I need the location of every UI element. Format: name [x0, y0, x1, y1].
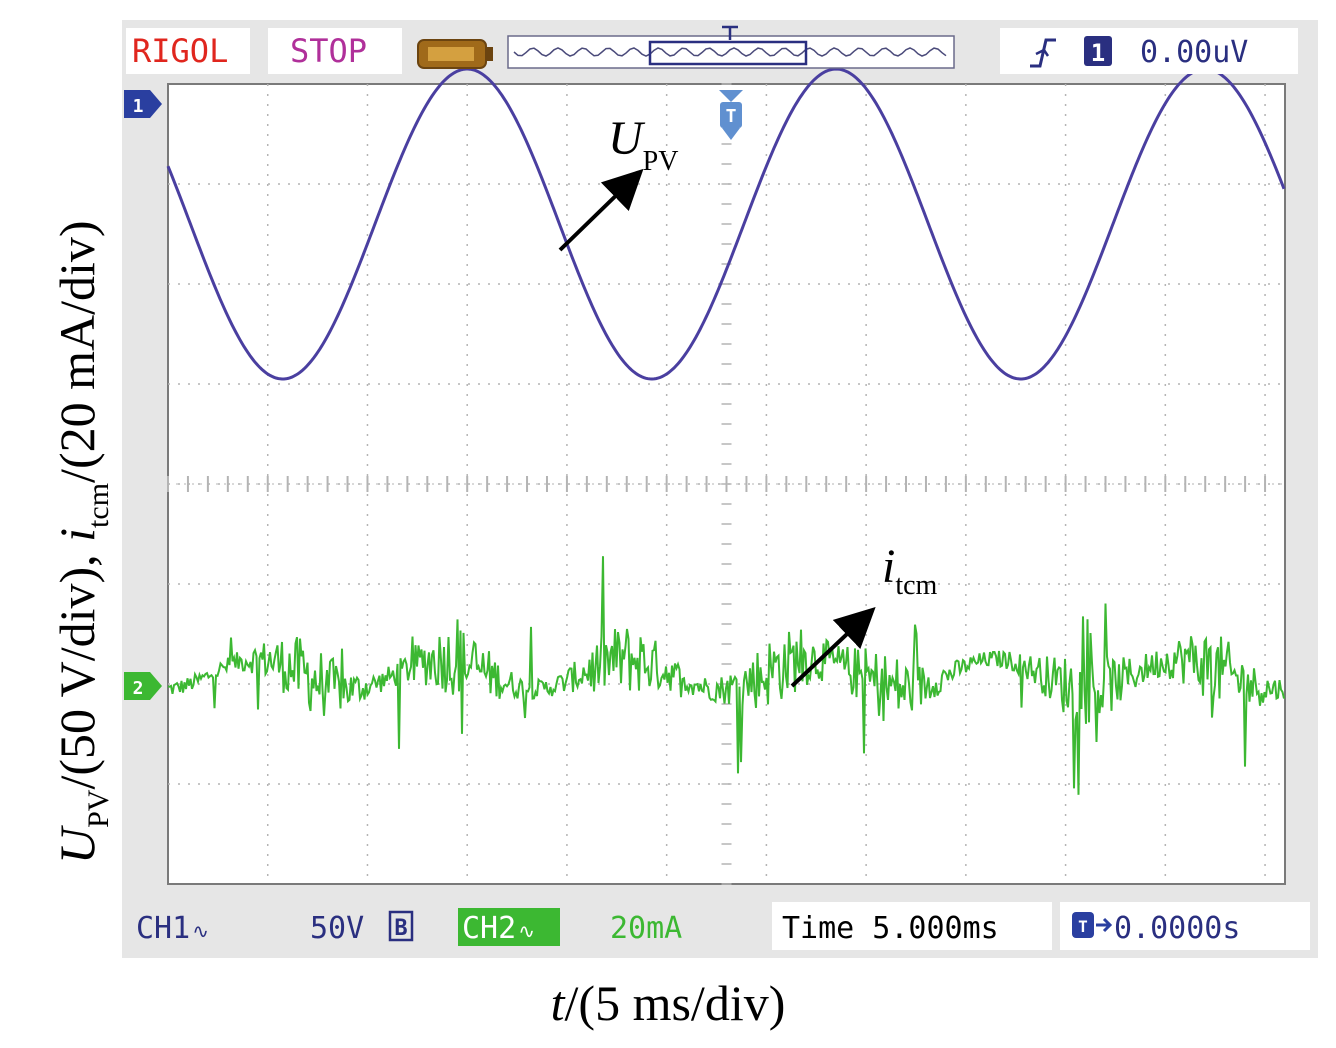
- memory-depth-bar: [507, 25, 955, 69]
- trigger-channel-number: 1: [1091, 39, 1105, 67]
- ch2-label-badge: [458, 908, 560, 946]
- bandwidth-limit-symbol: B: [394, 916, 407, 941]
- ch1-label: CH1 ∿: [136, 911, 209, 946]
- trigger-offset-icon: T: [1072, 912, 1113, 938]
- timebase-box: [772, 902, 1052, 950]
- trigger-info-box: [1000, 28, 1298, 74]
- trigger-marker-label: T: [726, 106, 737, 127]
- x-axis-label: t/(5 ms/div): [551, 975, 786, 1031]
- ch2-scale: 20mA: [610, 911, 682, 946]
- ch1-marker-label: 1: [133, 96, 144, 117]
- itcm-annotation: itcm: [882, 540, 938, 601]
- waveform-itcm: [167, 556, 1285, 795]
- ch2-level-marker: 2: [124, 672, 162, 700]
- itcm-arrow: [790, 607, 876, 688]
- ch2-status: CH2 ∿ 20mA: [458, 908, 682, 946]
- battery-icon: [417, 39, 493, 69]
- run-state-box: [268, 28, 402, 74]
- upv-arrow: [558, 168, 644, 252]
- scope-grid: [167, 83, 1285, 885]
- ch1-status: CH1 ∿ 50V B: [136, 910, 414, 946]
- trigger-offset-readout: 0.0000s: [1114, 911, 1240, 946]
- brand-box: [126, 28, 250, 74]
- y-axis-label: UPV/(50 V/div), itcm/(20 mA/div): [49, 220, 115, 864]
- waveform-upv: [166, 67, 1286, 381]
- ch2-label: CH2 ∿: [462, 911, 535, 946]
- ch1-scale: 50V: [310, 911, 364, 946]
- svg-text:T: T: [1078, 917, 1088, 936]
- bandwidth-limit-badge: [388, 910, 414, 942]
- trigger-channel-badge: [1084, 36, 1112, 66]
- trigger-edge-icon: [1030, 38, 1056, 68]
- ch2-marker-label: 2: [133, 678, 144, 699]
- run-state-label: STOP: [290, 32, 367, 70]
- timebase-readout: Time 5.000ms: [782, 911, 999, 946]
- upv-annotation: UPV: [608, 112, 678, 177]
- trigger-level-readout: 0.00uV: [1140, 35, 1248, 70]
- brand-label: RIGOL: [132, 32, 228, 70]
- trigger-position-marker: T: [719, 90, 743, 140]
- ch1-level-marker: 1: [124, 90, 162, 118]
